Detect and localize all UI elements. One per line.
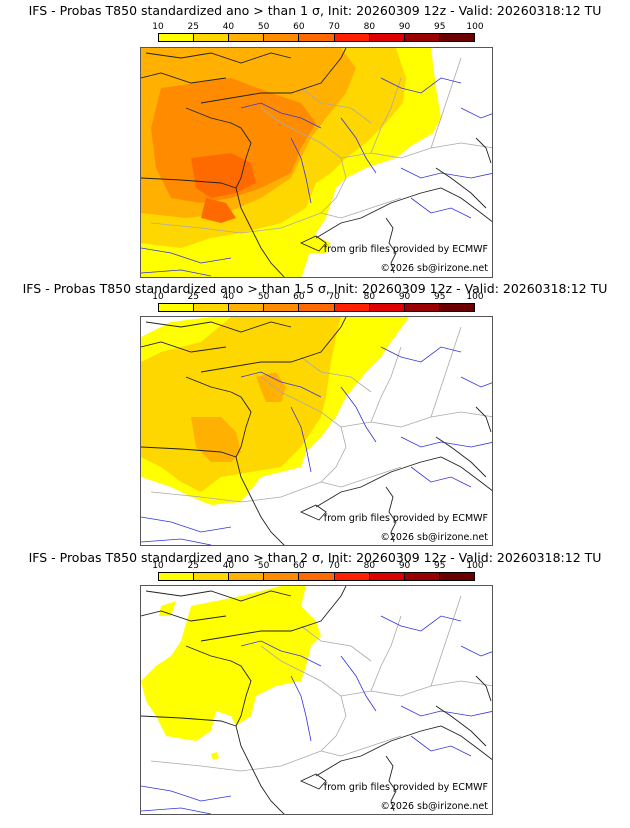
panel-1-credit-copyright: ©2026 sb@irizone.net (380, 263, 488, 274)
coastlines (141, 586, 492, 814)
country-borders (150, 57, 492, 234)
rivers (141, 346, 492, 545)
colorbar-segment (334, 34, 370, 41)
colorbar-tick-label: 95 (434, 292, 446, 302)
colorbar-segment (194, 304, 230, 311)
coastlines (141, 48, 492, 277)
prob-area-60 (191, 153, 256, 198)
colorbar-segment (369, 304, 405, 311)
rivers (141, 77, 492, 277)
colorbar-segment (404, 304, 440, 311)
colorbar-tick-label: 25 (187, 22, 199, 32)
panel-3-colorbar (158, 572, 475, 581)
colorbar-segment (334, 573, 370, 580)
colorbar-segment (194, 573, 230, 580)
panel-2-colorbar (158, 303, 475, 312)
colorbar-tick-label: 70 (328, 561, 340, 571)
colorbar-segment (404, 34, 440, 41)
colorbar-tick-label: 50 (257, 292, 270, 302)
colorbar-tick-label: 60 (293, 292, 305, 302)
colorbar-tick-label: 90 (398, 292, 411, 302)
colorbar-tick-label: 80 (363, 292, 376, 302)
colorbar-segment (299, 573, 335, 580)
panel-1-map: from grib files provided by ECMWF ©2026 … (140, 47, 493, 278)
panel-2-map-graphic (141, 317, 492, 545)
colorbar-tick-label: 100 (466, 22, 484, 32)
colorbar-segment (439, 304, 474, 311)
colorbar-tick-label: 90 (398, 22, 411, 32)
colorbar-tick-label: 25 (187, 292, 199, 302)
colorbar-segment (264, 573, 300, 580)
colorbar-tick-label: 60 (293, 561, 305, 571)
panel-2-map: from grib files provided by ECMWF ©2026 … (140, 316, 493, 546)
rivers (141, 615, 492, 814)
panel-3-colorbar-labels: 10 25 40 50 60 70 80 90 95 100 (150, 561, 490, 571)
colorbar-tick-label: 80 (363, 22, 376, 32)
colorbar-segment (159, 34, 195, 41)
colorbar-segment (439, 34, 474, 41)
colorbar-tick-label: 40 (222, 561, 235, 571)
panel-3-credit-copyright: ©2026 sb@irizone.net (380, 801, 488, 812)
prob-area-40-north (256, 372, 286, 402)
panel-1-map-graphic (141, 48, 492, 277)
panel-2-title: IFS - Probas T850 standardized ano > tha… (22, 281, 608, 296)
colorbar-segment (229, 304, 265, 311)
coastlines (141, 317, 492, 545)
colorbar-segment (334, 304, 370, 311)
country-borders (150, 326, 492, 503)
panel-1-title: IFS - Probas T850 standardized ano > tha… (28, 3, 602, 18)
colorbar-segment (439, 573, 474, 580)
prob-area-60-south (201, 198, 236, 223)
colorbar-tick-label: 10 (152, 22, 164, 32)
panel-2-credit-source: from grib files provided by ECMWF (323, 513, 488, 524)
prob-area-50 (151, 78, 316, 203)
colorbar-tick-label: 70 (328, 292, 340, 302)
panel-1-colorbar (158, 33, 475, 42)
colorbar-tick-label: 80 (363, 561, 376, 571)
prob-area-25 (141, 317, 341, 492)
colorbar-segment (194, 34, 230, 41)
colorbar-tick-label: 25 (187, 561, 199, 571)
colorbar-tick-label: 10 (152, 561, 164, 571)
prob-area-10-dot (211, 752, 219, 760)
prob-area-10 (141, 586, 321, 741)
colorbar-segment (299, 34, 335, 41)
colorbar-tick-label: 40 (222, 22, 235, 32)
country-borders (150, 595, 492, 772)
panel-1-credit-source: from grib files provided by ECMWF (323, 244, 488, 255)
colorbar-tick-label: 100 (466, 561, 484, 571)
panel-3-map: from grib files provided by ECMWF ©2026 … (140, 585, 493, 815)
colorbar-segment (159, 573, 195, 580)
colorbar-tick-label: 70 (328, 22, 340, 32)
panel-2-credit-copyright: ©2026 sb@irizone.net (380, 532, 488, 543)
colorbar-segment (264, 34, 300, 41)
colorbar-segment (159, 304, 195, 311)
colorbar-tick-label: 40 (222, 292, 235, 302)
colorbar-tick-label: 10 (152, 292, 164, 302)
colorbar-segment (299, 304, 335, 311)
colorbar-segment (404, 573, 440, 580)
colorbar-tick-label: 60 (293, 22, 305, 32)
colorbar-tick-label: 95 (434, 561, 446, 571)
panel-3-credit-source: from grib files provided by ECMWF (323, 782, 488, 793)
colorbar-segment (229, 573, 265, 580)
colorbar-segment (369, 34, 405, 41)
colorbar-segment (229, 34, 265, 41)
colorbar-tick-label: 95 (434, 22, 446, 32)
colorbar-tick-label: 90 (398, 561, 411, 571)
prob-area-10-patch (159, 601, 176, 616)
colorbar-tick-label: 50 (257, 22, 270, 32)
colorbar-segment (264, 304, 300, 311)
panel-3-title: IFS - Probas T850 standardized ano > tha… (28, 550, 602, 565)
panel-2-colorbar-labels: 10 25 40 50 60 70 80 90 95 100 (150, 292, 490, 302)
panel-1-colorbar-labels: 10 25 40 50 60 70 80 90 95 100 (150, 22, 490, 32)
colorbar-tick-label: 50 (257, 561, 270, 571)
colorbar-segment (369, 573, 405, 580)
colorbar-tick-label: 100 (466, 292, 484, 302)
panel-3-map-graphic (141, 586, 492, 814)
